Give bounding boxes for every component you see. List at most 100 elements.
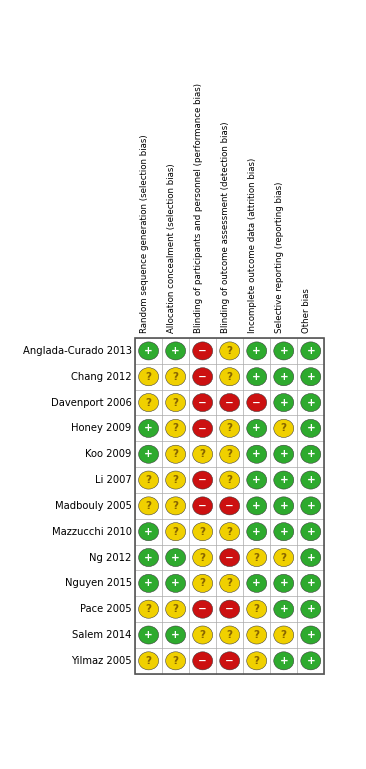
Ellipse shape (220, 626, 240, 644)
Ellipse shape (166, 497, 186, 515)
Ellipse shape (301, 394, 321, 411)
Text: ?: ? (173, 449, 179, 459)
Ellipse shape (139, 548, 158, 567)
Text: +: + (306, 449, 315, 459)
Text: +: + (252, 424, 261, 434)
Ellipse shape (193, 368, 213, 386)
Ellipse shape (139, 419, 158, 438)
Text: ?: ? (173, 527, 179, 537)
Text: Selective reporting (reporting bias): Selective reporting (reporting bias) (275, 182, 284, 333)
Text: Yilmaz 2005: Yilmaz 2005 (71, 656, 132, 666)
Ellipse shape (166, 394, 186, 411)
Ellipse shape (220, 600, 240, 618)
Ellipse shape (247, 497, 267, 515)
Text: Davenport 2006: Davenport 2006 (51, 398, 132, 408)
Text: ?: ? (254, 630, 260, 640)
Ellipse shape (139, 600, 158, 618)
Text: ?: ? (146, 398, 152, 408)
Text: ?: ? (200, 578, 206, 588)
Text: Pace 2005: Pace 2005 (80, 604, 132, 614)
Ellipse shape (301, 548, 321, 567)
Ellipse shape (301, 523, 321, 541)
Text: +: + (306, 604, 315, 614)
Text: +: + (306, 424, 315, 434)
Text: +: + (171, 578, 180, 588)
Text: +: + (306, 656, 315, 666)
Text: ?: ? (200, 527, 206, 537)
Ellipse shape (274, 574, 294, 592)
Ellipse shape (301, 419, 321, 438)
Ellipse shape (193, 394, 213, 411)
Text: −: − (198, 604, 207, 614)
Text: −: − (198, 475, 207, 485)
Ellipse shape (274, 445, 294, 463)
Text: −: − (198, 398, 207, 408)
Text: Nguyen 2015: Nguyen 2015 (64, 578, 132, 588)
Text: ?: ? (227, 371, 233, 381)
Text: ?: ? (227, 475, 233, 485)
Text: +: + (306, 578, 315, 588)
Text: +: + (279, 346, 288, 356)
Text: ?: ? (146, 371, 152, 381)
Ellipse shape (301, 652, 321, 670)
Ellipse shape (301, 471, 321, 489)
Ellipse shape (193, 574, 213, 592)
Text: +: + (279, 578, 288, 588)
Ellipse shape (274, 368, 294, 386)
Ellipse shape (301, 497, 321, 515)
Ellipse shape (247, 523, 267, 541)
Text: Madbouly 2005: Madbouly 2005 (55, 501, 132, 511)
Ellipse shape (301, 626, 321, 644)
Ellipse shape (301, 574, 321, 592)
Ellipse shape (247, 574, 267, 592)
Ellipse shape (220, 394, 240, 411)
Ellipse shape (274, 523, 294, 541)
Text: +: + (306, 398, 315, 408)
Text: Li 2007: Li 2007 (95, 475, 132, 485)
Text: −: − (225, 604, 234, 614)
Text: +: + (252, 501, 261, 511)
Ellipse shape (247, 394, 267, 411)
Text: +: + (279, 656, 288, 666)
Text: Incomplete outcome data (attrition bias): Incomplete outcome data (attrition bias) (248, 158, 257, 333)
Text: −: − (198, 346, 207, 356)
Text: Blinding of participants and personnel (performance bias): Blinding of participants and personnel (… (194, 83, 203, 333)
Ellipse shape (193, 471, 213, 489)
Text: +: + (306, 475, 315, 485)
Ellipse shape (220, 342, 240, 360)
Ellipse shape (139, 445, 158, 463)
Text: +: + (144, 578, 153, 588)
Ellipse shape (220, 419, 240, 438)
Ellipse shape (301, 342, 321, 360)
Text: Random sequence generation (selection bias): Random sequence generation (selection bi… (139, 135, 149, 333)
Ellipse shape (166, 445, 186, 463)
Ellipse shape (139, 523, 158, 541)
Ellipse shape (247, 626, 267, 644)
Text: −: − (225, 501, 234, 511)
Text: +: + (279, 501, 288, 511)
Ellipse shape (166, 626, 186, 644)
Text: −: − (225, 553, 234, 563)
Text: +: + (279, 604, 288, 614)
Ellipse shape (247, 652, 267, 670)
Ellipse shape (139, 574, 158, 592)
Text: ?: ? (173, 604, 179, 614)
Ellipse shape (274, 626, 294, 644)
Ellipse shape (139, 626, 158, 644)
Text: +: + (279, 527, 288, 537)
Ellipse shape (139, 368, 158, 386)
Text: ?: ? (200, 630, 206, 640)
Ellipse shape (193, 548, 213, 567)
Ellipse shape (193, 600, 213, 618)
Text: ?: ? (254, 553, 260, 563)
Text: Ng 2012: Ng 2012 (89, 553, 132, 563)
Text: +: + (171, 346, 180, 356)
Text: +: + (144, 346, 153, 356)
Text: ?: ? (227, 578, 233, 588)
Ellipse shape (220, 445, 240, 463)
Text: +: + (252, 578, 261, 588)
Text: ?: ? (146, 604, 152, 614)
Text: +: + (306, 371, 315, 381)
Text: ?: ? (281, 553, 287, 563)
Ellipse shape (166, 652, 186, 670)
